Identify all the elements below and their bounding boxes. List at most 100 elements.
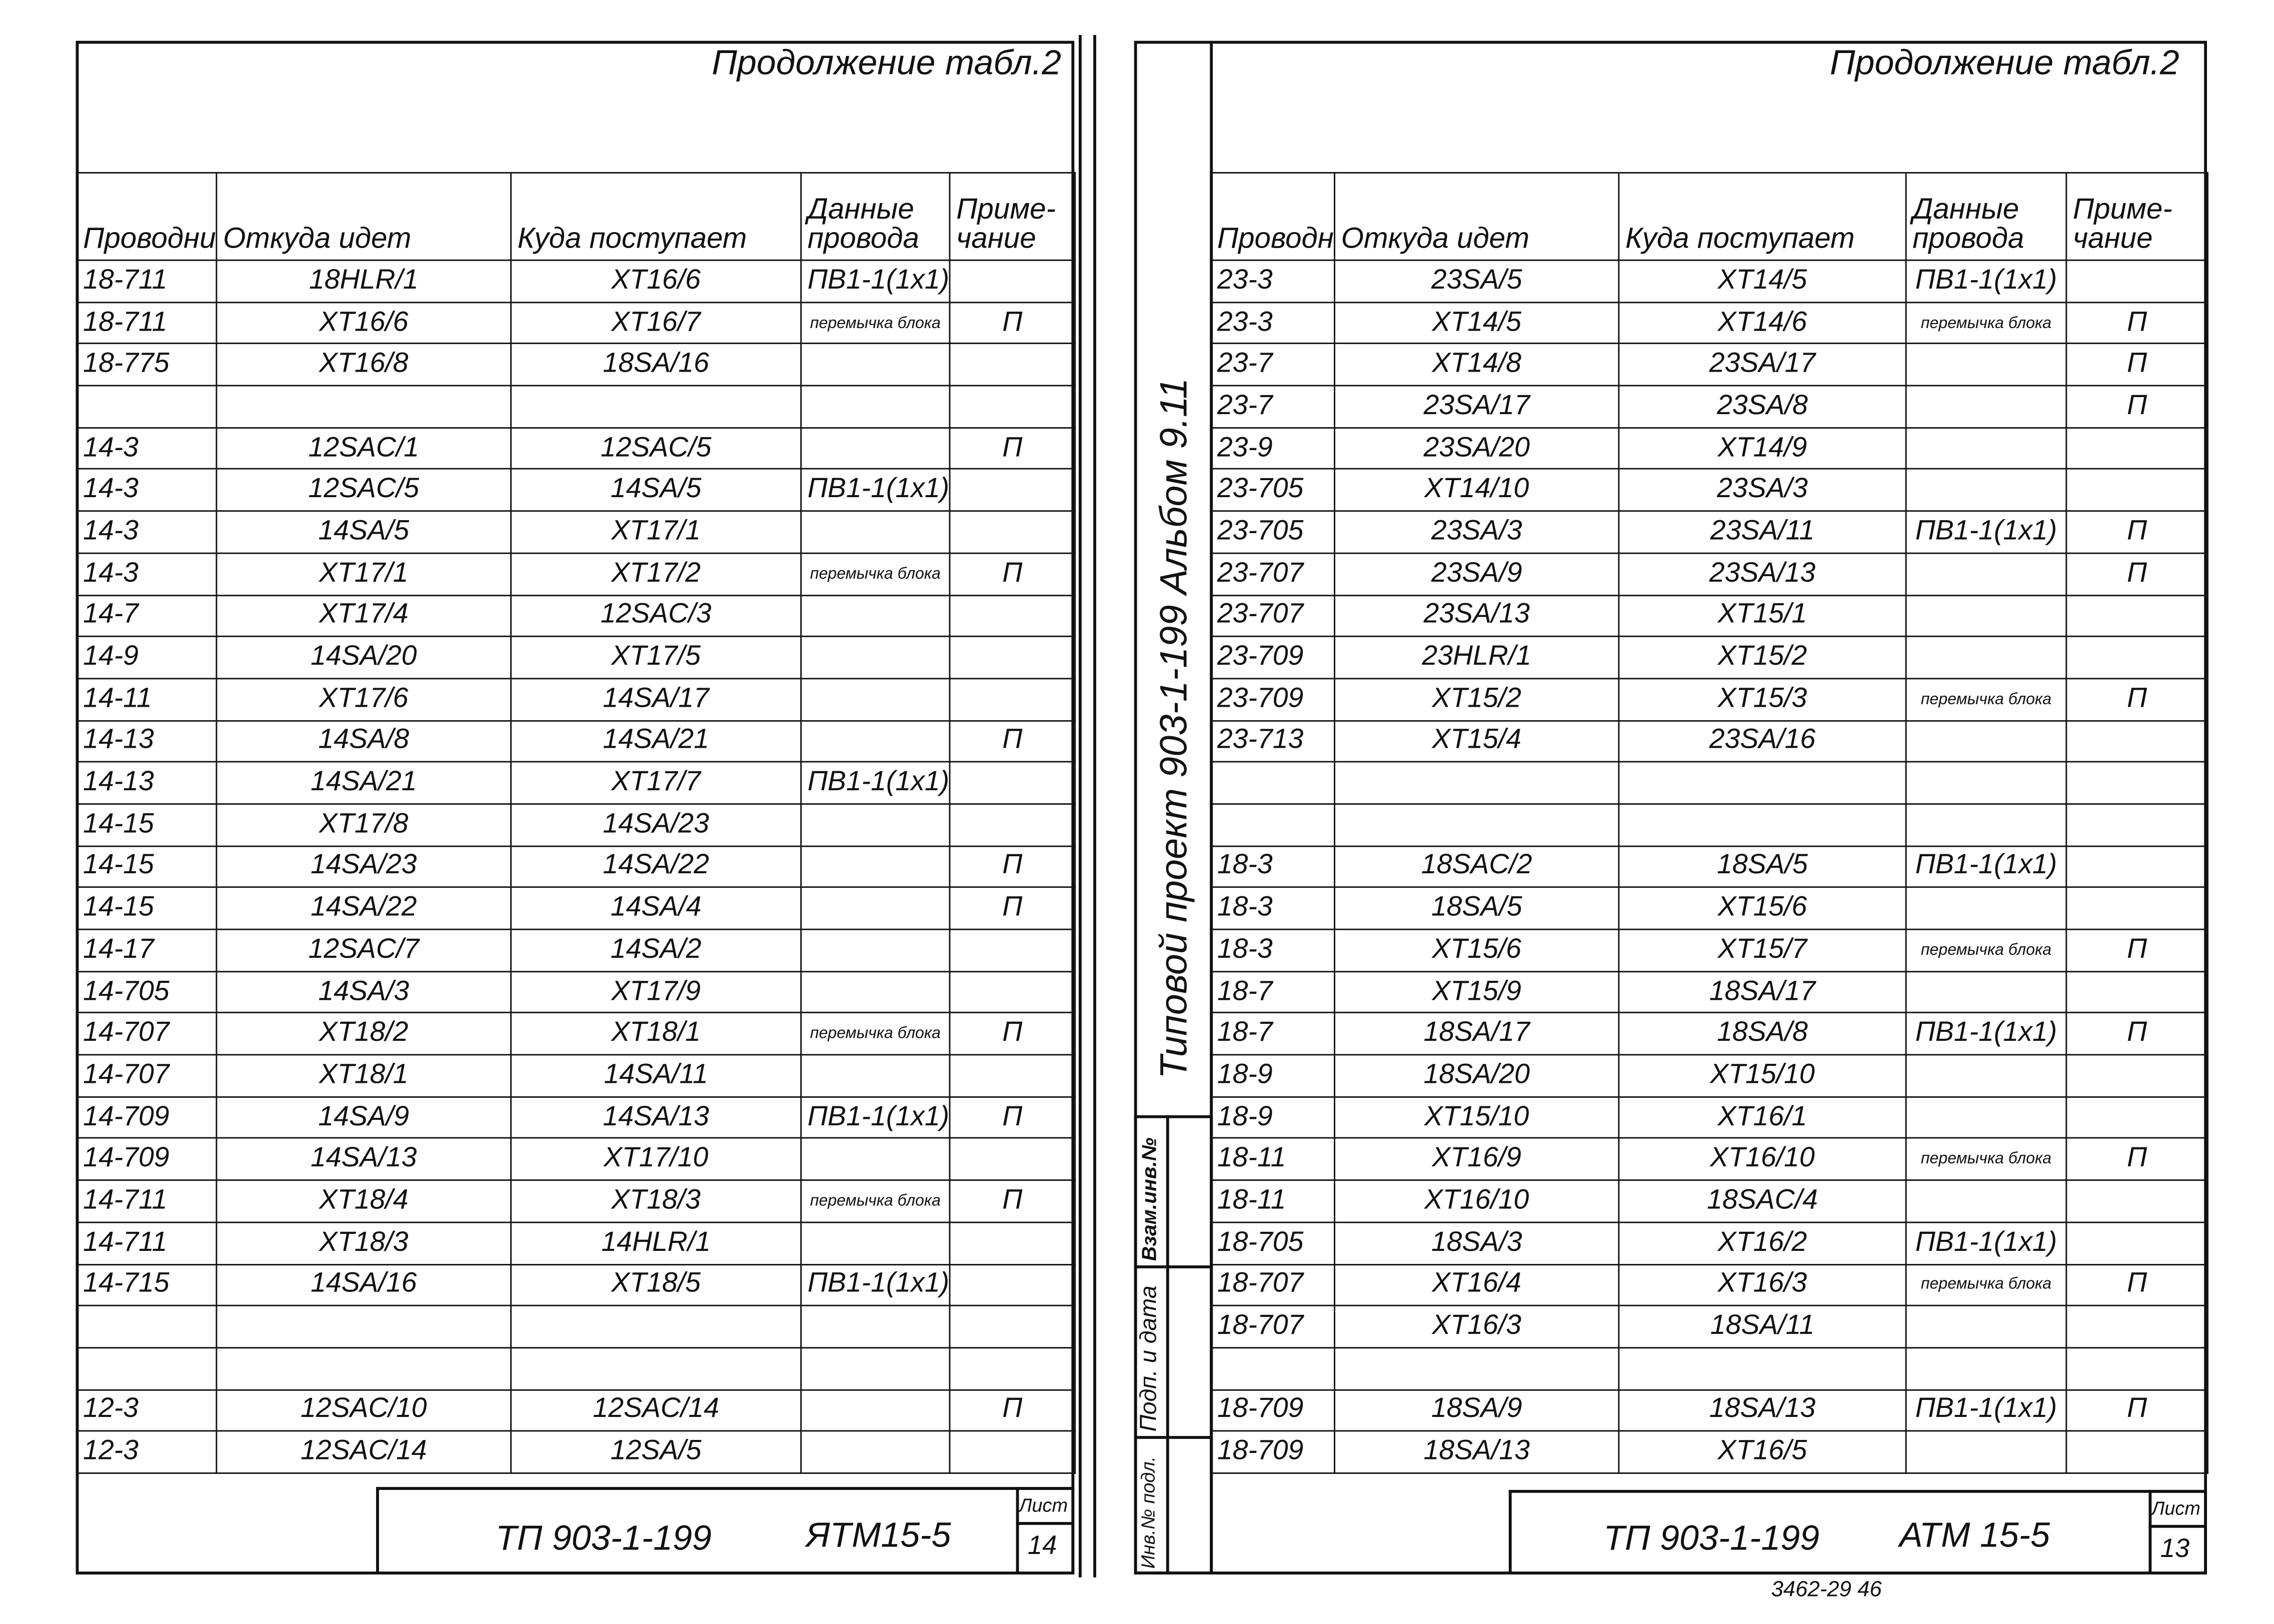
table-cell: П (949, 427, 1076, 470)
table-cell: 23SA/20 (1334, 427, 1620, 470)
table-row: 23-709 XT15/2 XT15/3 перемычка блока П (1210, 678, 2208, 721)
table-cell: 14-7 (76, 594, 218, 638)
table-row: 18-9 XT15/10 XT16/1 (1210, 1096, 2208, 1139)
table-cell (2065, 803, 2208, 847)
table-row: 14-711 XT18/3 14HLR/1 (76, 1221, 1076, 1265)
table-cell: XT18/4 (216, 1179, 512, 1223)
table-cell: XT16/9 (1334, 1137, 1620, 1181)
table-cell (1905, 761, 2067, 805)
table-cell (1905, 1346, 2067, 1390)
table-cell: XT16/7 (510, 301, 802, 345)
table-cell (1905, 636, 2067, 679)
project-code: ТП 903-1-199 (1603, 1519, 1820, 1558)
table-cell (949, 1054, 1076, 1098)
table-cell: П (2065, 1012, 2208, 1056)
table-cell (216, 1346, 512, 1390)
table-cell (949, 678, 1076, 721)
table-cell: XT17/7 (510, 761, 802, 805)
table-cell (800, 845, 951, 889)
table-cell: XT16/4 (1334, 1263, 1620, 1307)
table-cell (800, 803, 951, 847)
table-cell: 23-9 (1210, 427, 1335, 470)
table-cell: 23-707 (1210, 552, 1335, 596)
table-cell (800, 1305, 951, 1348)
table-cell: 18-7 (1210, 970, 1335, 1014)
table-cell: ПВ1-1(1x1) (800, 761, 951, 805)
table-cell: 23-3 (1210, 259, 1335, 303)
table-cell (2065, 1305, 2208, 1348)
table-cell (949, 385, 1076, 429)
table-cell: XT18/5 (510, 1263, 802, 1307)
table-cell: 23-3 (1210, 301, 1335, 345)
table-row: 18-775 XT16/8 18SA/16 (76, 343, 1076, 387)
table-row: 23-9 23SA/20 XT14/9 (1210, 427, 2208, 470)
table-cell: перемычка блока (1905, 301, 2067, 345)
table-cell (2065, 887, 2208, 930)
table-cell: XT16/1 (1618, 1096, 1907, 1139)
table-cell: ПВ1-1(1x1) (1905, 1221, 2067, 1265)
table-cell: 12SAC/5 (216, 468, 512, 512)
table-cell (1618, 803, 1907, 847)
table-cell: 23SA/17 (1334, 385, 1620, 429)
table-cell: 18-3 (1210, 928, 1335, 972)
table-cell (2065, 1430, 2208, 1474)
table-cell: XT17/8 (216, 803, 512, 847)
table-cell (1905, 719, 2067, 763)
table-cell (1905, 1054, 2067, 1098)
table-cell: П (2065, 385, 2208, 429)
table-cell (1905, 1430, 2067, 1474)
project-code: ТП 903-1-199 (496, 1519, 712, 1558)
table-cell: 23SA/9 (1334, 552, 1620, 596)
table-cell: 14SA/23 (216, 845, 512, 889)
table-cell: 12SAC/10 (216, 1388, 512, 1432)
table-row: 14-13 14SA/21 XT17/7 ПВ1-1(1x1) (76, 761, 1076, 805)
table-cell (949, 761, 1076, 805)
table-cell: 18-711 (76, 301, 218, 345)
table-cell: 14-15 (76, 887, 218, 930)
table-cell (800, 594, 951, 638)
table-cell: П (949, 301, 1076, 345)
table-cell (510, 1346, 802, 1390)
table-cell (2065, 761, 2208, 805)
table-cell: XT18/3 (216, 1221, 512, 1265)
side-stamp-col (1134, 1115, 1169, 1574)
table-cell: XT18/2 (216, 1012, 512, 1056)
sheet-label: Лист (1019, 1494, 1068, 1516)
table-cell: 18-9 (1210, 1054, 1335, 1098)
table-cell (949, 259, 1076, 303)
table-cell: XT16/3 (1334, 1305, 1620, 1348)
table-cell: XT15/4 (1334, 719, 1620, 763)
table-row: 23-713 XT15/4 23SA/16 (1210, 719, 2208, 763)
table-cell: 18SA/20 (1334, 1054, 1620, 1098)
table-cell (1210, 803, 1335, 847)
sheet-label: Лист (2151, 1497, 2200, 1519)
table-row: 18-709 18SA/13 XT16/5 (1210, 1430, 2208, 1474)
table-cell: 14-705 (76, 970, 218, 1014)
table-cell: 18HLR/1 (216, 259, 512, 303)
table-cell: 18SA/17 (1334, 1012, 1620, 1056)
sheet-number: 13 (2160, 1533, 2190, 1563)
table-cell: 18-9 (1210, 1096, 1335, 1139)
table-cell: 23SA/13 (1618, 552, 1907, 596)
table-row: 18-7 XT15/9 18SA/17 (1210, 970, 2208, 1014)
table-cell (800, 427, 951, 470)
table-row: 18-705 18SA/3 XT16/2 ПВ1-1(1x1) (1210, 1221, 2208, 1265)
table-cell: 18-707 (1210, 1263, 1335, 1307)
table-cell (2065, 719, 2208, 763)
table-cell (1905, 970, 2067, 1014)
table-cell (1210, 761, 1335, 805)
side-stamp-divider (1134, 1265, 1213, 1268)
table-cell: 23SA/3 (1618, 468, 1907, 512)
table-cell (949, 510, 1076, 554)
table-cell: 14SA/4 (510, 887, 802, 930)
table-cell: XT17/4 (216, 594, 512, 638)
table-row: 23-705 XT14/10 23SA/3 (1210, 468, 2208, 512)
table-cell (1905, 887, 2067, 930)
table-cell (1905, 1179, 2067, 1223)
header-cell: Приме-чание (949, 172, 1076, 261)
table-cell: 12SAC/3 (510, 594, 802, 638)
table-cell: П (2065, 928, 2208, 972)
document-code: АТМ 15-5 (1899, 1516, 2050, 1556)
table-cell: П (2065, 510, 2208, 554)
